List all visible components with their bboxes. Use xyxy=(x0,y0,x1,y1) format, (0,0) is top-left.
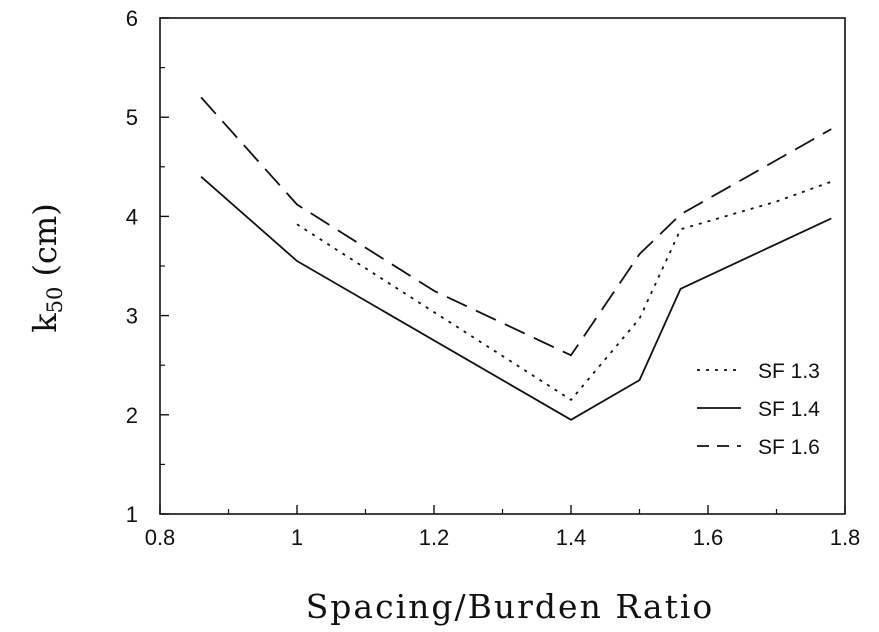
x-tick-label-0.8: 0.8 xyxy=(145,525,176,550)
plot-frame xyxy=(159,17,846,515)
legend-label-SF-1_6: SF 1.6 xyxy=(758,436,820,459)
x-tick-label-1.2: 1.2 xyxy=(419,525,450,550)
x-tick-label-1.4: 1.4 xyxy=(556,525,587,550)
y-tick-label-6: 6 xyxy=(126,6,138,31)
y-axis-title-rest: (cm) xyxy=(26,203,64,286)
series-layer xyxy=(200,96,832,421)
x-tick-label-1.8: 1.8 xyxy=(830,525,861,550)
legend: SF 1.3 SF 1.4 SF 1.6 xyxy=(697,360,820,459)
y-axis-title-main: k xyxy=(26,313,64,333)
x-tick-label-1.6: 1.6 xyxy=(693,525,724,550)
x-axis-title: Spacing/Burden Ratio xyxy=(306,587,715,626)
series-line-SF-1_6 xyxy=(200,96,832,357)
y-tick-label-1: 1 xyxy=(126,502,138,527)
y-axis-title: k50 (cm) xyxy=(26,203,67,333)
series-line-SF-1_4 xyxy=(200,176,832,421)
x-tick-label-1: 1 xyxy=(291,525,303,550)
series-line-SF-1_3 xyxy=(296,180,832,401)
legend-label-SF-1_3: SF 1.3 xyxy=(758,360,820,383)
y-tick-label-5: 5 xyxy=(126,105,138,130)
y-tick-label-3: 3 xyxy=(126,304,138,329)
y-tick-label-4: 4 xyxy=(126,204,138,229)
y-tick-label-2: 2 xyxy=(126,403,138,428)
legend-label-SF-1_4: SF 1.4 xyxy=(758,398,820,421)
y-axis-title-subscript: 50 xyxy=(43,287,67,314)
axes-layer: 0.8 1 1.2 1.4 1.6 1.8 1 2 3 4 5 6 xyxy=(126,6,861,550)
